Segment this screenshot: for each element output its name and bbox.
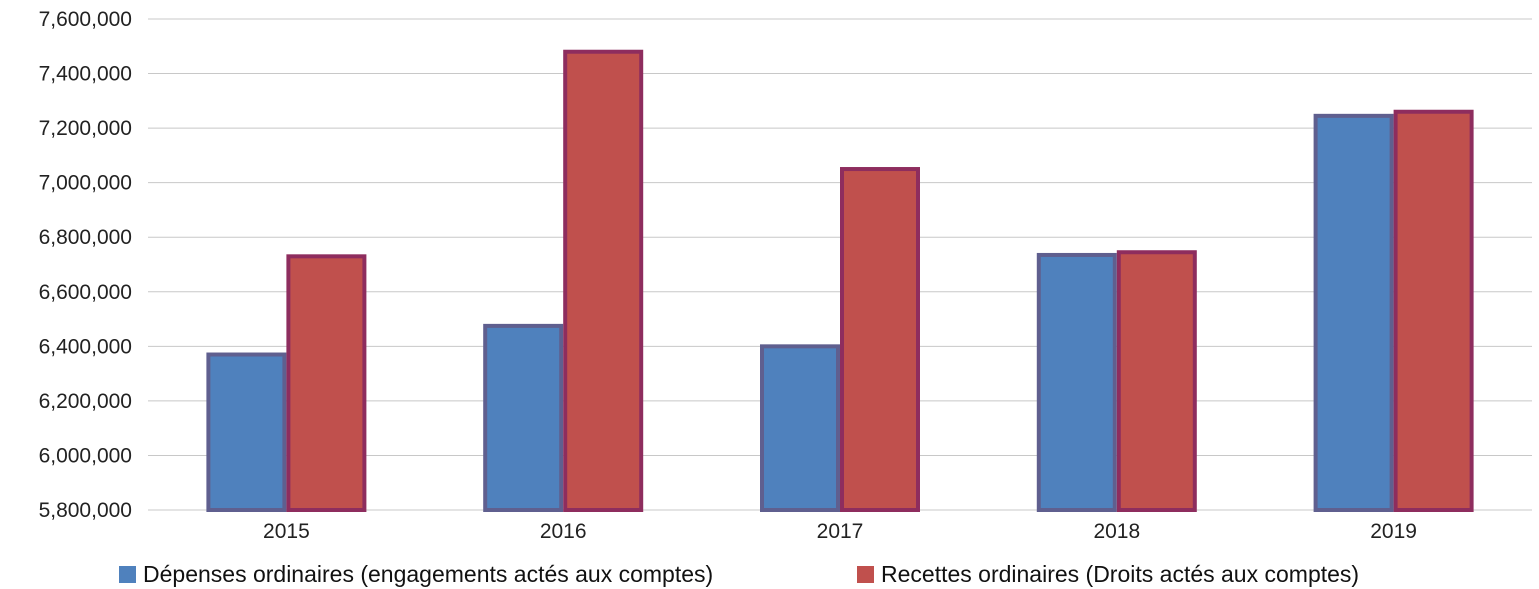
bar-series-1-2017: [760, 344, 840, 513]
bar-series-1-2015: [206, 352, 287, 512]
x-tick-label: 2017: [817, 520, 864, 543]
y-tick-label: 6,600,000: [39, 281, 132, 304]
x-axis-tick-labels: 2015 2016 2017 2018 2019: [263, 520, 1417, 543]
bar-series-2-2019: [1393, 109, 1474, 512]
y-tick-label: 6,800,000: [39, 226, 132, 249]
y-tick-label: 6,000,000: [39, 444, 132, 467]
bars: [206, 49, 1474, 513]
x-tick-label: 2015: [263, 520, 310, 543]
x-tick-label: 2018: [1093, 520, 1140, 543]
y-tick-label: 7,000,000: [39, 172, 132, 195]
bar-series-1-2018: [1036, 252, 1117, 512]
x-tick-label: 2016: [540, 520, 587, 543]
y-tick-label: 7,600,000: [39, 8, 132, 31]
bar-series-2-2016: [563, 49, 644, 512]
y-tick-label: 7,200,000: [39, 117, 132, 140]
bar-series-1-2016: [483, 323, 564, 512]
legend-label-series-1: Dépenses ordinaires (engagements actés a…: [143, 561, 713, 587]
legend-swatch-series-2: [857, 566, 874, 583]
legend-label-series-2: Recettes ordinaires (Droits actés aux co…: [881, 561, 1359, 587]
bar-series-2-2017: [840, 167, 920, 512]
legend: Dépenses ordinaires (engagements actés a…: [119, 561, 1359, 587]
y-tick-label: 6,400,000: [39, 335, 132, 358]
legend-swatch-series-1: [119, 566, 136, 583]
y-axis-tick-labels: 5,800,000 6,000,000 6,200,000 6,400,000 6,60…: [39, 8, 132, 522]
bar-series-1-2019: [1313, 113, 1394, 512]
x-tick-label: 2019: [1370, 520, 1417, 543]
bar-series-2-2015: [286, 254, 367, 513]
y-tick-label: 5,800,000: [39, 499, 132, 522]
y-tick-label: 7,400,000: [39, 63, 132, 86]
bar-series-2-2018: [1116, 250, 1197, 512]
y-tick-label: 6,200,000: [39, 390, 132, 413]
